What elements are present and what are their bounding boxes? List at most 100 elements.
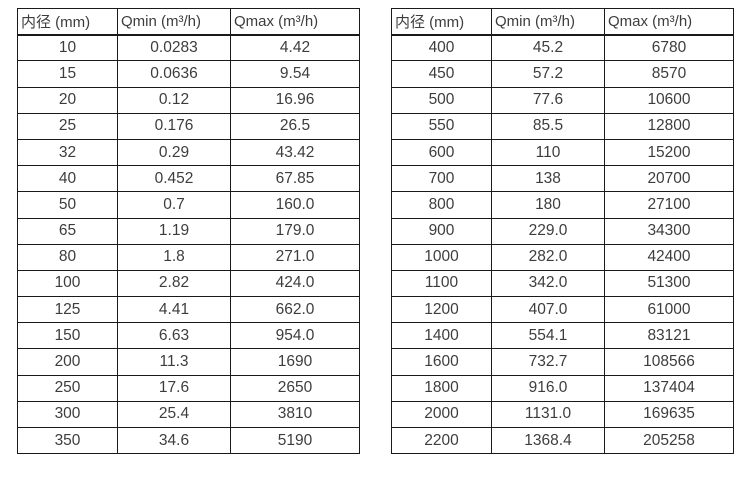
table-cell: 25 (17, 112, 118, 140)
table-cell: 10 (17, 34, 118, 62)
flow-range-table-small-diameters: 内径 (mm) Qmin (m³/h) Qmax (m³/h) 10 0.0283… (17, 7, 360, 455)
table-cell: 45.2 (491, 34, 605, 62)
table-row: 65 1.19 179.0 (17, 217, 360, 245)
table-cell: 600 (391, 138, 492, 167)
table-cell: 180 (491, 191, 605, 219)
table-row: 32 0.29 43.42 (17, 138, 360, 167)
table-cell: 450 (391, 60, 492, 88)
table-cell: 282.0 (491, 243, 605, 271)
table-cell: 5190 (230, 426, 360, 455)
col-header-qmin: Qmin (m³/h) (117, 7, 231, 36)
col-header-qmax: Qmax (m³/h) (604, 7, 734, 36)
table-cell: 400 (391, 34, 492, 62)
table-cell: 9.54 (230, 60, 360, 88)
table-cell: 169635 (604, 400, 734, 429)
table-cell: 350 (17, 426, 118, 455)
table-cell: 200 (17, 348, 118, 376)
table-cell: 10600 (604, 86, 734, 114)
table-cell: 229.0 (491, 217, 605, 245)
table-cell: 100 (17, 269, 118, 298)
table-cell: 900 (391, 217, 492, 245)
table-cell: 61000 (604, 296, 734, 324)
table-cell: 2000 (391, 400, 492, 429)
table-row: 20 0.12 16.96 (17, 86, 360, 114)
table-cell: 1800 (391, 374, 492, 402)
table-row: 700 138 20700 (391, 165, 734, 193)
table-cell: 0.0283 (117, 34, 231, 62)
table-cell: 32 (17, 138, 118, 167)
table-cell: 205258 (604, 426, 734, 455)
table-header: 内径 (mm) Qmin (m³/h) Qmax (m³/h) (391, 7, 734, 36)
table-row: 1400 554.1 83121 (391, 322, 734, 350)
table-cell: 6780 (604, 34, 734, 62)
table-cell: 1690 (230, 348, 360, 376)
table-cell: 138 (491, 165, 605, 193)
table-cell: 0.12 (117, 86, 231, 114)
table-row: 450 57.2 8570 (391, 60, 734, 88)
col-header-inner-diameter: 内径 (mm) (17, 7, 118, 36)
table-cell: 15200 (604, 138, 734, 167)
table-row: 200 11.3 1690 (17, 348, 360, 376)
col-header-qmin: Qmin (m³/h) (491, 7, 605, 36)
table-body: 400 45.2 6780 450 57.2 8570 500 77.6 10600 550 85.… (391, 34, 734, 455)
table-cell: 4.42 (230, 34, 360, 62)
table-cell: 43.42 (230, 138, 360, 167)
table-cell: 85.5 (491, 112, 605, 140)
table-cell: 0.0636 (117, 60, 231, 88)
table-body: 10 0.0283 4.42 15 0.0636 9.54 20 0.12 16.96 25 0.1… (17, 34, 360, 455)
table-row: 1600 732.7 108566 (391, 348, 734, 376)
table-cell: 662.0 (230, 296, 360, 324)
table-cell: 80 (17, 243, 118, 271)
table-cell: 34.6 (117, 426, 231, 455)
table-cell: 554.1 (491, 322, 605, 350)
table-cell: 42400 (604, 243, 734, 271)
table-cell: 407.0 (491, 296, 605, 324)
table-cell: 800 (391, 191, 492, 219)
table-cell: 342.0 (491, 269, 605, 298)
table-row: 400 45.2 6780 (391, 34, 734, 62)
col-header-inner-diameter: 内径 (mm) (391, 7, 492, 36)
table-cell: 8570 (604, 60, 734, 88)
table-row: 25 0.176 26.5 (17, 112, 360, 140)
table-row: 2200 1368.4 205258 (391, 426, 734, 455)
table-row: 550 85.5 12800 (391, 112, 734, 140)
table-cell: 25.4 (117, 400, 231, 429)
table-cell: 160.0 (230, 191, 360, 219)
table-cell: 51300 (604, 269, 734, 298)
table-cell: 27100 (604, 191, 734, 219)
table-row: 900 229.0 34300 (391, 217, 734, 245)
table-row: 500 77.6 10600 (391, 86, 734, 114)
table-row: 250 17.6 2650 (17, 374, 360, 402)
table-cell: 954.0 (230, 322, 360, 350)
table-cell: 50 (17, 191, 118, 219)
table-cell: 179.0 (230, 217, 360, 245)
table-cell: 916.0 (491, 374, 605, 402)
table-cell: 150 (17, 322, 118, 350)
table-row: 40 0.452 67.85 (17, 165, 360, 193)
table-row: 800 180 27100 (391, 191, 734, 219)
table-cell: 20700 (604, 165, 734, 193)
table-row: 2000 1131.0 169635 (391, 400, 734, 429)
table-cell: 2200 (391, 426, 492, 455)
table-cell: 1.19 (117, 217, 231, 245)
table-cell: 271.0 (230, 243, 360, 271)
table-row: 125 4.41 662.0 (17, 296, 360, 324)
header-row: 内径 (mm) Qmin (m³/h) Qmax (m³/h) (17, 7, 360, 36)
table-cell: 550 (391, 112, 492, 140)
table-cell: 0.29 (117, 138, 231, 167)
table-row: 80 1.8 271.0 (17, 243, 360, 271)
table-cell: 67.85 (230, 165, 360, 193)
table-cell: 500 (391, 86, 492, 114)
table-cell: 424.0 (230, 269, 360, 298)
table-cell: 77.6 (491, 86, 605, 114)
table-cell: 57.2 (491, 60, 605, 88)
table-cell: 1600 (391, 348, 492, 376)
table-row: 15 0.0636 9.54 (17, 60, 360, 88)
table-cell: 0.176 (117, 112, 231, 140)
table-cell: 1368.4 (491, 426, 605, 455)
table-cell: 34300 (604, 217, 734, 245)
table-cell: 1200 (391, 296, 492, 324)
table-cell: 83121 (604, 322, 734, 350)
flow-range-tables-container: 内径 (mm) Qmin (m³/h) Qmax (m³/h) 10 0.0283… (17, 7, 734, 455)
table-row: 1800 916.0 137404 (391, 374, 734, 402)
